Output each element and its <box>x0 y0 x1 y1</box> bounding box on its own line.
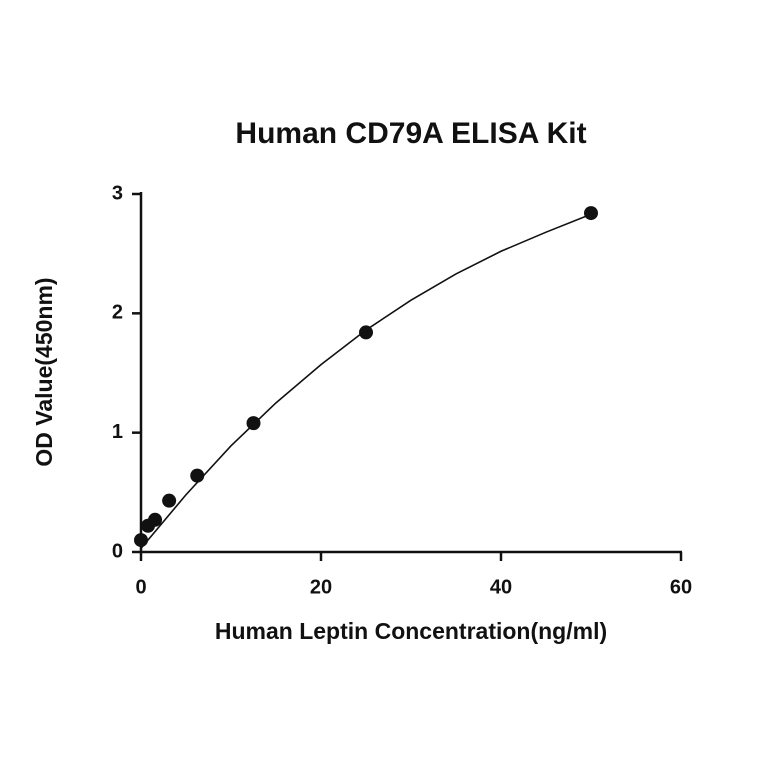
data-point <box>359 325 373 340</box>
data-point <box>246 416 261 431</box>
data-point <box>584 206 598 221</box>
data-point <box>190 468 205 483</box>
x-axis-label: Human Leptin Concentration(ng/ml) <box>215 618 607 644</box>
x-tick-label: 0 <box>135 576 146 598</box>
y-tick-label: 3 <box>112 182 123 204</box>
y-tick-label: 2 <box>112 302 123 324</box>
x-tick-label: 60 <box>670 576 692 598</box>
y-tick-label: 1 <box>112 421 123 443</box>
data-point <box>148 512 163 527</box>
data-point <box>162 493 177 508</box>
fit-curve <box>140 213 592 549</box>
x-tick-label: 40 <box>490 576 512 598</box>
x-tick-label: 20 <box>310 576 332 598</box>
y-tick-label: 0 <box>112 540 123 562</box>
y-axis-label: OD Value(450nm) <box>31 277 57 466</box>
chart-title: Human CD79A ELISA Kit <box>235 117 586 150</box>
data-point <box>134 533 148 548</box>
